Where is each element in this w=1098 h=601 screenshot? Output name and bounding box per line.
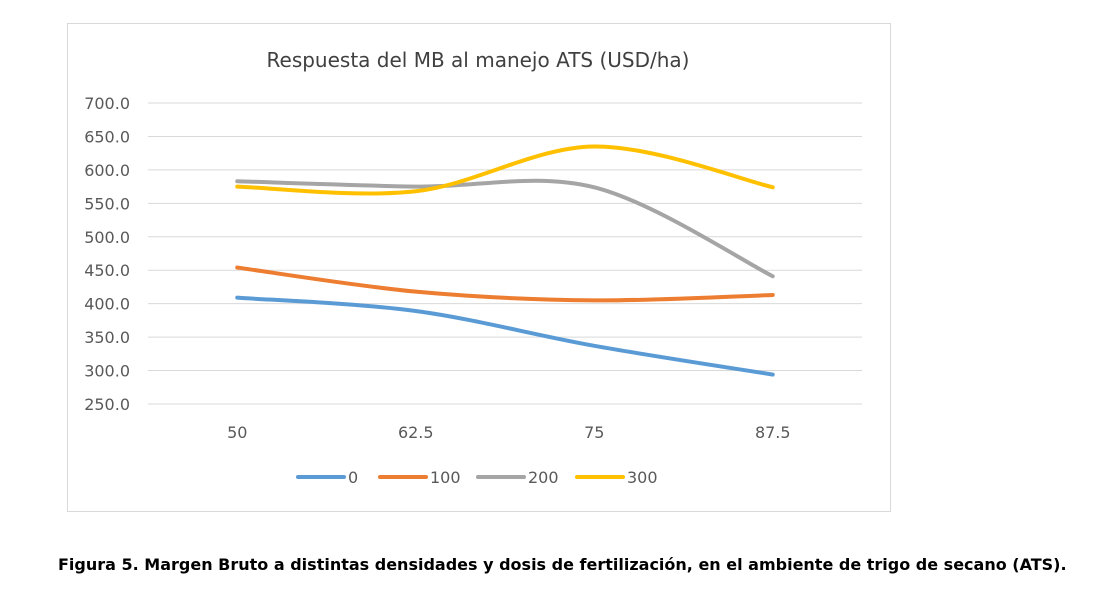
x-tick-label: 62.5 bbox=[398, 423, 434, 442]
series-line-200 bbox=[235, 178, 775, 279]
chart-title: Respuesta del MB al manejo ATS (USD/ha) bbox=[267, 48, 690, 72]
legend-label: 300 bbox=[627, 468, 658, 487]
legend-label: 0 bbox=[348, 468, 358, 487]
y-tick-label: 500.0 bbox=[84, 228, 130, 247]
series-line-300 bbox=[235, 144, 775, 196]
x-tick-label: 50 bbox=[227, 423, 247, 442]
y-tick-label: 350.0 bbox=[84, 328, 130, 347]
x-tick-label: 87.5 bbox=[755, 423, 791, 442]
line-chart: Respuesta del MB al manejo ATS (USD/ha) … bbox=[84, 48, 862, 487]
y-tick-label: 300.0 bbox=[84, 362, 130, 381]
series-line-0 bbox=[235, 295, 775, 377]
y-tick-label: 550.0 bbox=[84, 194, 130, 213]
y-tick-label: 600.0 bbox=[84, 161, 130, 180]
y-tick-label: 650.0 bbox=[84, 127, 130, 146]
y-tick-label: 400.0 bbox=[84, 295, 130, 314]
legend-label: 200 bbox=[528, 468, 559, 487]
y-tick-label: 250.0 bbox=[84, 395, 130, 414]
x-tick-label: 75 bbox=[584, 423, 604, 442]
legend-label: 100 bbox=[430, 468, 461, 487]
figure-caption: Figura 5. Margen Bruto a distintas densi… bbox=[58, 555, 1067, 574]
y-tick-label: 450.0 bbox=[84, 261, 130, 280]
series-line-100 bbox=[235, 265, 775, 303]
y-tick-label: 700.0 bbox=[84, 94, 130, 113]
